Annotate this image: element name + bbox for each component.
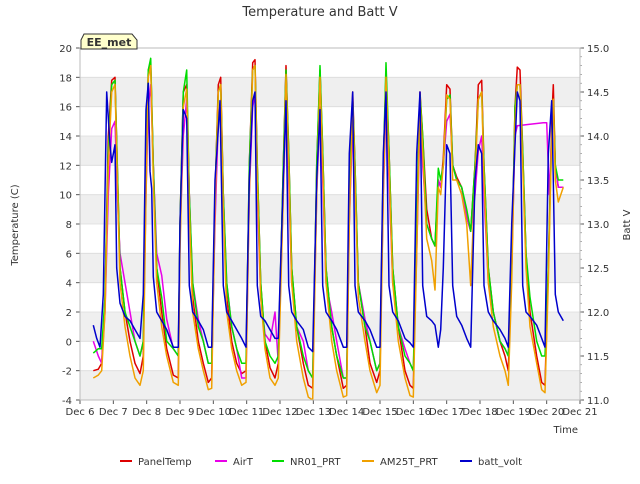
series-line-am25t-prt bbox=[92, 64, 565, 401]
plot-frame bbox=[79, 47, 581, 401]
legend-label: AM25T_PRT bbox=[380, 457, 439, 468]
y-tick-label: 12 bbox=[59, 161, 72, 172]
x-tick-label: Dec 8 bbox=[132, 407, 161, 418]
legend-item-nr01-prt: NR01_PRT bbox=[272, 457, 341, 468]
series-line-airt bbox=[92, 83, 564, 379]
y-tick-label: 6 bbox=[66, 249, 72, 260]
plot-band bbox=[80, 370, 580, 400]
x-tick-label: Dec 20 bbox=[529, 407, 564, 418]
x-tick-label: Dec 17 bbox=[429, 407, 464, 418]
x-tick-label: Dec 7 bbox=[99, 407, 128, 418]
x-tick-label: Dec 21 bbox=[562, 407, 597, 418]
x-tick-label: Dec 14 bbox=[329, 407, 364, 418]
legend-label: batt_volt bbox=[478, 457, 522, 468]
legend-label: PanelTemp bbox=[138, 457, 192, 468]
legend-item-airt: AirT bbox=[215, 457, 254, 468]
y-axis-label: Temperature (C) bbox=[10, 184, 21, 266]
y2-axis-label: Batt V bbox=[622, 209, 633, 240]
y-tick-label: 8 bbox=[66, 220, 72, 231]
x-tick-label: Dec 16 bbox=[396, 407, 431, 418]
y-tick-label: 0 bbox=[66, 337, 72, 348]
x-tick-label: Dec 15 bbox=[362, 407, 397, 418]
x-tick-label: Dec 6 bbox=[66, 407, 95, 418]
x-tick-label: Dec 10 bbox=[196, 407, 231, 418]
y2-tick-label: 13.0 bbox=[587, 220, 609, 231]
x-tick-label: Dec 19 bbox=[496, 407, 531, 418]
y2-tick-label: 15.0 bbox=[587, 44, 609, 55]
legend-item-am25t-prt: AM25T_PRT bbox=[362, 457, 439, 468]
y2-tick-label: 14.5 bbox=[587, 88, 609, 99]
y2-tick-label: 11.0 bbox=[587, 396, 609, 407]
legend-label: AirT bbox=[233, 457, 254, 468]
y2-tick-label: 12.0 bbox=[587, 308, 609, 319]
y-tick-label: 20 bbox=[59, 44, 72, 55]
site-label: EE_met bbox=[87, 36, 132, 49]
y2-tick-label: 14.0 bbox=[587, 132, 609, 143]
x-tick-label: Dec 13 bbox=[296, 407, 331, 418]
y2-tick-label: 11.5 bbox=[587, 352, 609, 363]
y-tick-label: 4 bbox=[66, 279, 72, 290]
y2-tick-label: 12.5 bbox=[587, 264, 609, 275]
plot-band bbox=[80, 253, 580, 283]
x-tick-label: Dec 18 bbox=[462, 407, 497, 418]
series-line-batt-volt bbox=[92, 82, 564, 353]
x-tick-label: Dec 11 bbox=[229, 407, 264, 418]
plot-band bbox=[80, 136, 580, 166]
series-layer bbox=[92, 57, 565, 401]
y-tick-label: 14 bbox=[59, 132, 72, 143]
y-tick-label: 16 bbox=[59, 103, 72, 114]
legend-item-batt-volt: batt_volt bbox=[460, 457, 522, 468]
y2-tick-label: 13.5 bbox=[587, 176, 609, 187]
y-tick-label: 18 bbox=[59, 73, 72, 84]
y-tick-label: -2 bbox=[62, 367, 72, 378]
legend: PanelTemp AirT NR01_PRT AM25T_PRT batt_volt bbox=[120, 457, 522, 468]
plot-band bbox=[80, 194, 580, 224]
plot-band bbox=[80, 77, 580, 107]
legend-label: NR01_PRT bbox=[290, 457, 341, 468]
y-tick-label: 10 bbox=[59, 191, 72, 202]
y-tick-label: -4 bbox=[62, 396, 72, 407]
legend-item-paneltemp: PanelTemp bbox=[120, 457, 192, 468]
x-axis-label: Time bbox=[553, 425, 578, 436]
x-tick-label: Dec 9 bbox=[166, 407, 195, 418]
axes: -4 -2 0 2 4 6 8 10 12 14 16 18 20 11.0 11.5 12.0 12.5 13.… bbox=[59, 44, 609, 418]
chart-title: Temperature and Batt V bbox=[241, 5, 397, 20]
y-tick-label: 2 bbox=[66, 308, 72, 319]
site-label-box: EE_met bbox=[80, 33, 138, 50]
x-tick-label: Dec 12 bbox=[262, 407, 297, 418]
